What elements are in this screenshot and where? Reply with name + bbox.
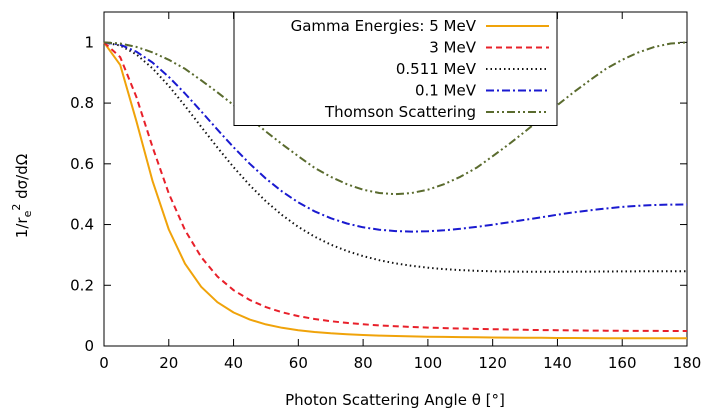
y-tick-label: 1 bbox=[84, 33, 94, 51]
y-tick-label: 0.8 bbox=[70, 94, 94, 112]
x-tick-label: 120 bbox=[478, 354, 507, 372]
x-tick-label: 20 bbox=[159, 354, 178, 372]
x-tick-label: 40 bbox=[224, 354, 243, 372]
legend-label-4: Thomson Scattering bbox=[324, 103, 476, 121]
y-tick-label: 0 bbox=[84, 337, 94, 355]
legend-label-2: 0.511 MeV bbox=[396, 60, 477, 78]
x-tick-label: 160 bbox=[608, 354, 637, 372]
y-tick-label: 0.2 bbox=[70, 276, 94, 294]
x-tick-label: 100 bbox=[414, 354, 443, 372]
legend-label-1: 3 MeV bbox=[429, 39, 476, 57]
y-tick-label: 0.4 bbox=[70, 216, 94, 234]
x-tick-label: 180 bbox=[673, 354, 702, 372]
series-line-0 bbox=[103, 41, 687, 340]
series-line-1 bbox=[103, 41, 687, 332]
series-line-4 bbox=[103, 41, 688, 196]
axes: 0 20 40 60 80 100 120 140 160 180 0 0.2 0.4 0.6 0.8 1 bbox=[70, 11, 702, 372]
y-axis-label: 1/re2 dσ/dΩ bbox=[10, 154, 34, 238]
x-tick-label: 140 bbox=[543, 354, 572, 372]
x-tick-label: 0 bbox=[99, 354, 109, 372]
x-axis-label: Photon Scattering Angle θ [°] bbox=[285, 391, 505, 409]
legend-label-0: Gamma Energies: 5 MeV bbox=[291, 17, 477, 35]
series-line-2 bbox=[103, 41, 687, 273]
legend-box bbox=[233, 11, 558, 126]
x-tick-label: 60 bbox=[289, 354, 308, 372]
y-tick-label: 0.6 bbox=[70, 155, 94, 173]
series-lines bbox=[103, 41, 688, 340]
legend: Gamma Energies: 5 MeV 3 MeV 0.511 MeV 0.1 M… bbox=[233, 11, 558, 126]
legend-label-3: 0.1 MeV bbox=[415, 82, 477, 100]
x-tick-label: 80 bbox=[354, 354, 373, 372]
series-line-3 bbox=[103, 41, 688, 233]
